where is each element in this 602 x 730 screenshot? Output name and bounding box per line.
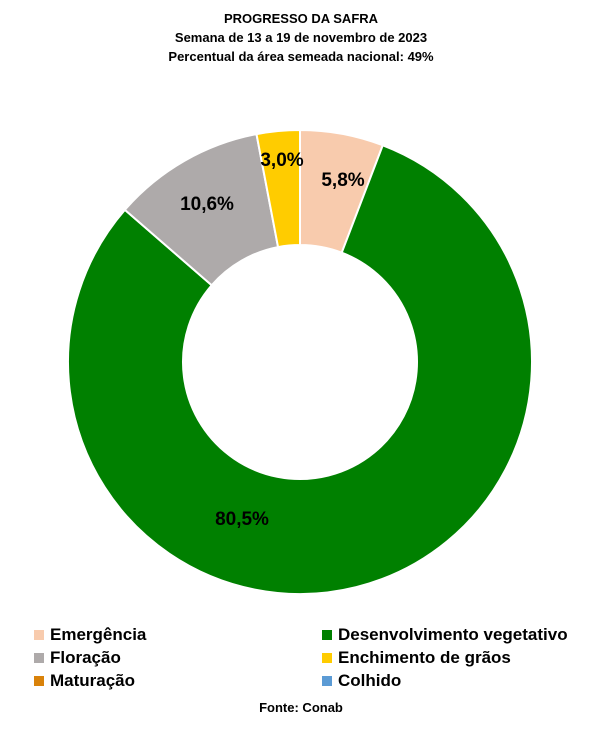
legend-label: Floração	[50, 648, 121, 667]
data-label: 80,5%	[215, 509, 269, 530]
legend-swatch	[34, 653, 44, 663]
legend-label: Enchimento de grãos	[338, 648, 511, 667]
legend-label: Maturação	[50, 671, 136, 690]
data-label: 5,8%	[321, 170, 364, 191]
donut-chart: 5,8% 80,5% 10,6% 3,0%	[67, 128, 533, 595]
slice-desenvolvimento-vegetativo	[67, 143, 533, 595]
chart-subtitle-area: Percentual da área semeada nacional: 49%	[168, 49, 434, 64]
legend-item: Enchimento de grãos	[322, 647, 511, 669]
chart-title: PROGRESSO DA SAFRA	[223, 11, 379, 26]
source-note: Fonte: Conab	[259, 700, 343, 715]
legend-swatch	[322, 676, 332, 686]
chart-subtitle: Semana de 13 a 19 de novembro de 2023	[174, 30, 428, 45]
legend-item: Colhido	[322, 670, 401, 692]
legend-item: Maturação	[34, 670, 135, 692]
legend-item: Floração	[34, 647, 121, 669]
chart-legend: Emergência Desenvolvimento vegetativo Flor…	[0, 624, 602, 696]
data-label: 10,6%	[180, 194, 234, 215]
legend-label: Colhido	[338, 671, 402, 690]
legend-item: Desenvolvimento vegetativo	[322, 624, 568, 646]
legend-swatch	[322, 630, 332, 640]
legend-swatch	[322, 653, 332, 663]
legend-swatch	[34, 630, 44, 640]
legend-swatch	[34, 676, 44, 686]
legend-item: Emergência	[34, 624, 146, 646]
data-label: 3,0%	[260, 150, 303, 171]
legend-label: Desenvolvimento vegetativo	[338, 625, 568, 644]
chart-header: PROGRESSO DA SAFRA Semana de 13 a 19 de …	[0, 9, 602, 66]
slice-enchimento-de-grãos	[255, 128, 301, 249]
legend-label: Emergência	[50, 625, 147, 644]
